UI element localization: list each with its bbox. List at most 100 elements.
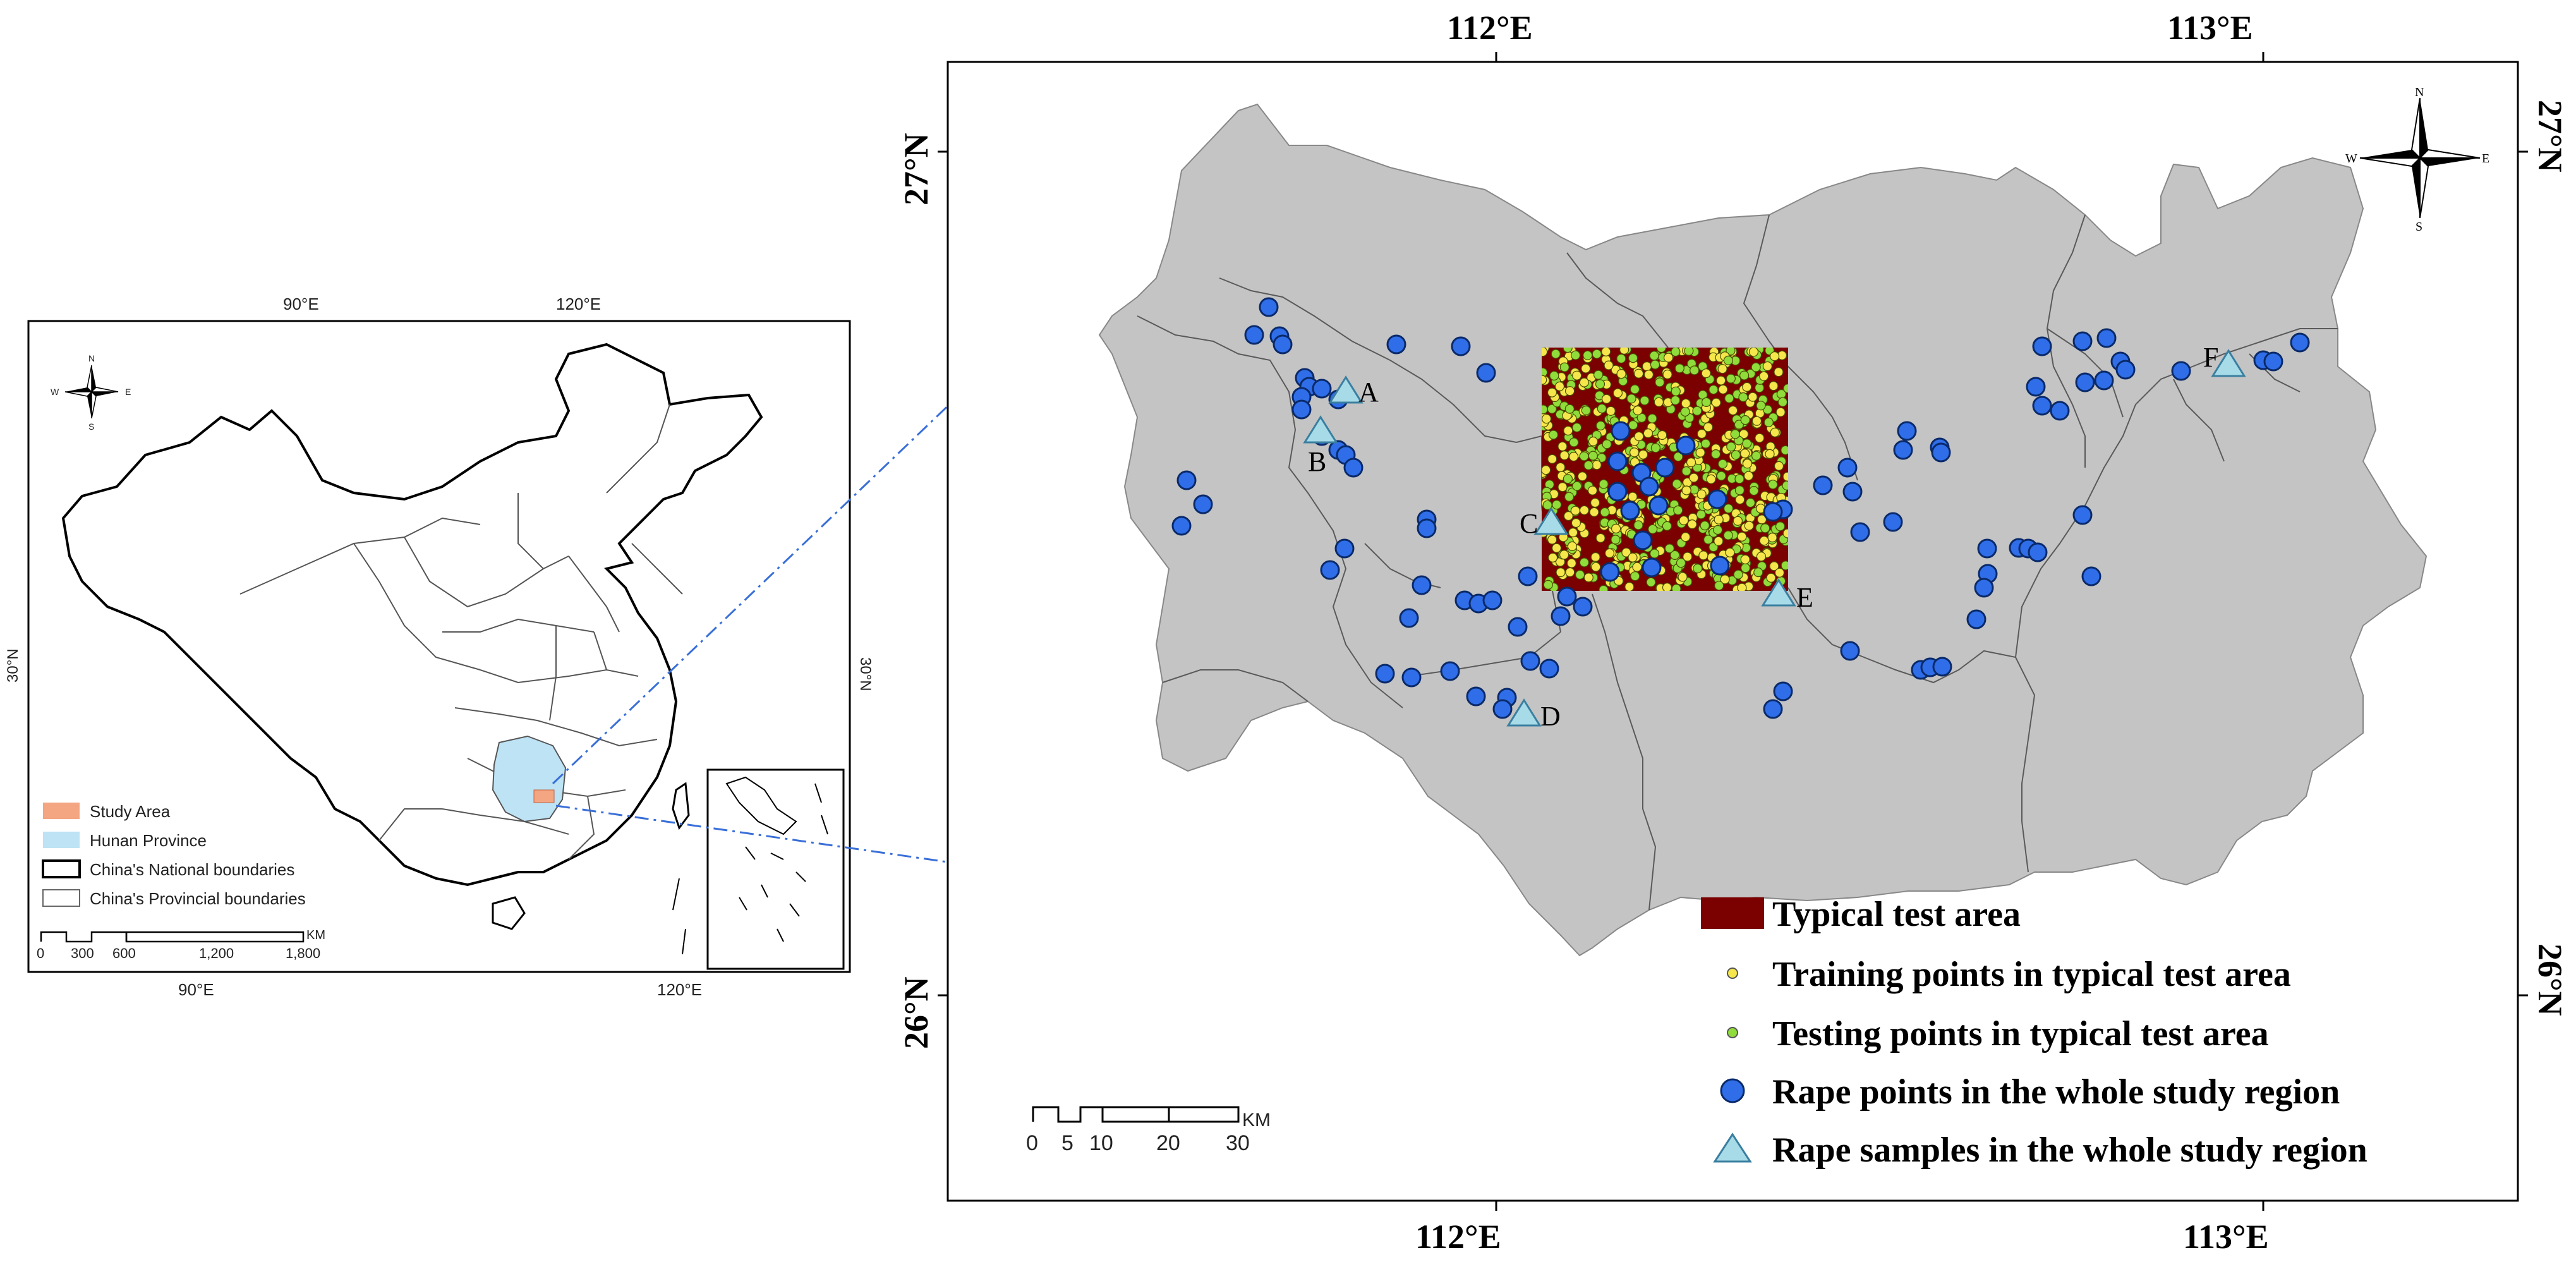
legend-label-training: Training points in typical test area <box>1772 955 2291 994</box>
legend-swatch-rape-samples <box>1713 1132 1752 1163</box>
hainan-island <box>492 896 526 930</box>
test-area-point <box>1732 516 1743 526</box>
inset-legend-swatch-national <box>42 859 81 878</box>
rape-point <box>1763 699 1783 719</box>
lat-right-26: 26°N <box>2531 943 2569 1016</box>
main-legend: Typical test area Training points in typ… <box>1701 895 2367 1170</box>
test-area-point <box>1547 387 1557 397</box>
lon-top-112: 112°E <box>1447 9 1533 47</box>
test-area-point <box>1556 567 1566 578</box>
rape-point <box>1171 516 1192 536</box>
legend-label-test-area: Typical test area <box>1772 895 2021 934</box>
test-area-point <box>1756 552 1767 562</box>
test-area-point <box>1706 474 1716 485</box>
rape-point <box>1518 566 1538 586</box>
rape-point <box>2096 328 2117 348</box>
test-area-point <box>1676 558 1686 568</box>
test-area-point <box>1583 573 1593 583</box>
test-area-point <box>1740 448 1750 459</box>
rape-point <box>1466 686 1486 707</box>
test-area-point <box>1579 451 1589 461</box>
test-area-point <box>1751 362 1761 372</box>
test-area-point <box>1602 439 1612 449</box>
test-area-point <box>1777 397 1788 407</box>
test-area-point <box>1565 567 1575 578</box>
test-area-point <box>1726 373 1736 384</box>
test-area-point <box>1733 569 1743 579</box>
test-area-point <box>1563 474 1573 484</box>
rape-point <box>1710 555 1730 576</box>
rape-point <box>1451 336 1471 356</box>
test-area-point <box>1671 395 1681 406</box>
test-area-point <box>1657 430 1667 440</box>
test-area-point <box>1588 451 1598 461</box>
test-area-point <box>1590 497 1600 508</box>
test-area-point <box>1767 532 1777 543</box>
inset-lon-bottom-90: 90°E <box>178 980 214 999</box>
test-area-point <box>1690 365 1700 375</box>
test-area-point <box>1548 430 1559 440</box>
rape-point <box>1763 502 1783 522</box>
test-area-point <box>1569 451 1579 462</box>
test-area-point <box>1649 351 1659 361</box>
test-area-point <box>1581 405 1591 416</box>
rape-point <box>2072 331 2093 351</box>
taiwan-island <box>672 782 690 830</box>
test-area-point <box>1571 518 1581 528</box>
legend-label-rape-samples: Rape samples in the whole study region <box>1772 1131 2367 1170</box>
test-area-point <box>1687 519 1697 530</box>
rape-point <box>1840 641 1860 661</box>
test-area-point <box>1633 405 1643 416</box>
test-area-point <box>1551 349 1561 359</box>
test-area-point <box>1664 543 1674 554</box>
test-area-point <box>1774 461 1784 471</box>
test-area-point <box>1703 422 1714 432</box>
test-area-point <box>1593 370 1604 380</box>
test-area-point <box>1604 548 1615 559</box>
rape-point <box>1611 421 1631 441</box>
test-area-point <box>1740 554 1750 564</box>
test-area-point <box>1743 471 1754 481</box>
test-area-point <box>1559 362 1569 372</box>
rape-point <box>1312 379 1332 399</box>
sample-b-marker <box>1303 415 1338 444</box>
test-area-point <box>1768 480 1778 490</box>
inset-lon-top-90: 90°E <box>283 294 319 313</box>
test-area-point <box>1759 535 1769 546</box>
test-area-point <box>1689 473 1699 483</box>
test-area-point <box>1547 535 1557 545</box>
rape-point <box>1897 421 1917 441</box>
test-area-point <box>1601 348 1611 356</box>
test-area-point <box>1737 583 1747 591</box>
test-area-point <box>1738 392 1748 403</box>
rape-point <box>1773 681 1793 701</box>
test-area-point <box>1775 521 1786 531</box>
rape-point <box>1273 334 1293 355</box>
lat-left-26: 26°N <box>897 976 935 1049</box>
test-area-point <box>1735 494 1745 505</box>
rape-point <box>1399 608 1419 628</box>
test-area-point <box>1588 436 1599 447</box>
test-area-point <box>1770 427 1780 438</box>
test-area-point <box>1696 428 1707 439</box>
test-area-point <box>1775 407 1786 417</box>
rape-point <box>2263 351 2283 372</box>
test-area-points <box>1542 348 1788 591</box>
test-area-point <box>1646 577 1656 587</box>
test-area-point <box>1698 550 1708 561</box>
test-area-point <box>1634 368 1644 379</box>
test-area-point <box>1756 401 1766 411</box>
test-area-point <box>1542 348 1548 357</box>
test-area-point <box>1757 514 1767 525</box>
inset-lat-left: 30°N <box>4 648 21 683</box>
main-scale-bar <box>1032 1106 1240 1123</box>
test-area-point <box>1683 552 1693 562</box>
rape-point <box>1620 501 1640 521</box>
test-area-point <box>1701 368 1711 379</box>
test-area-point <box>1616 368 1626 379</box>
inset-legend-label-national: China's National boundaries <box>90 860 294 879</box>
rape-point <box>2290 332 2310 353</box>
legend-swatch-test-area <box>1701 897 1764 929</box>
rape-point <box>1334 538 1355 559</box>
